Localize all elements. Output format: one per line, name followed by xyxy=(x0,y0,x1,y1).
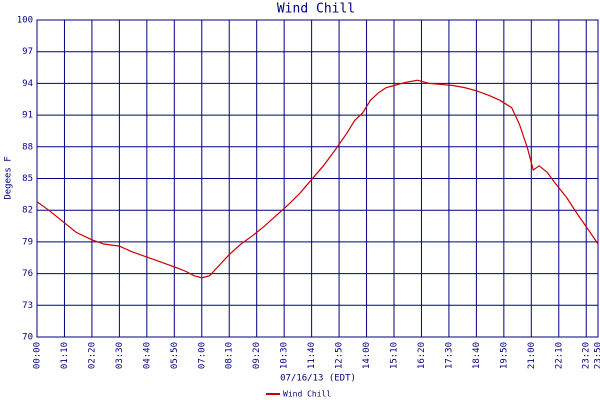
x-tick-label: 03:30 xyxy=(115,342,125,369)
x-tick-label: 19:50 xyxy=(499,342,509,369)
x-tick-label: 00:00 xyxy=(33,342,43,369)
x-tick-label: 11:40 xyxy=(307,342,317,369)
y-tick-label: 73 xyxy=(22,301,33,311)
x-tick-label: 17:30 xyxy=(444,342,454,369)
x-tick-label: 12:50 xyxy=(335,342,345,369)
x-tick-label: 23:50 xyxy=(594,342,600,369)
x-tick-label: 16:20 xyxy=(417,342,427,369)
y-tick-label: 70 xyxy=(22,333,33,343)
x-tick-label: 09:20 xyxy=(252,342,262,369)
legend-label: Wind Chill xyxy=(283,390,331,399)
x-tick-label: 05:50 xyxy=(170,342,180,369)
y-tick-label: 88 xyxy=(22,142,33,152)
y-tick-label: 82 xyxy=(22,206,33,216)
plot-frame xyxy=(36,19,599,338)
y-tick-label: 85 xyxy=(22,174,33,184)
y-tick-label: 91 xyxy=(22,111,33,121)
y-tick-label: 100 xyxy=(17,16,33,26)
x-tick-label: 07:00 xyxy=(197,342,207,369)
x-tick-label: 22:10 xyxy=(554,342,564,369)
x-tick-label: 04:40 xyxy=(142,342,152,369)
y-axis-label: Degees F xyxy=(4,156,14,199)
x-tick-label: 01:10 xyxy=(60,342,70,369)
y-tick-label: 76 xyxy=(22,269,33,279)
x-tick-label: 08:10 xyxy=(225,342,235,369)
x-tick-label: 14:00 xyxy=(362,342,372,369)
x-tick-label: 15:10 xyxy=(390,342,400,369)
x-axis-label: 07/16/13 (EDT) xyxy=(280,374,356,384)
x-tick-label: 21:00 xyxy=(527,342,537,369)
y-tick-label: 94 xyxy=(22,79,33,89)
y-tick-label: 79 xyxy=(22,237,33,247)
x-tick-label: 23:20 xyxy=(582,342,592,369)
x-tick-label: 02:20 xyxy=(87,342,97,369)
y-tick-label: 97 xyxy=(22,47,33,57)
x-tick-label: 18:40 xyxy=(472,342,482,369)
data-line xyxy=(36,79,599,279)
x-tick-label: 10:30 xyxy=(280,342,290,369)
chart-title: Wind Chill xyxy=(277,2,355,17)
